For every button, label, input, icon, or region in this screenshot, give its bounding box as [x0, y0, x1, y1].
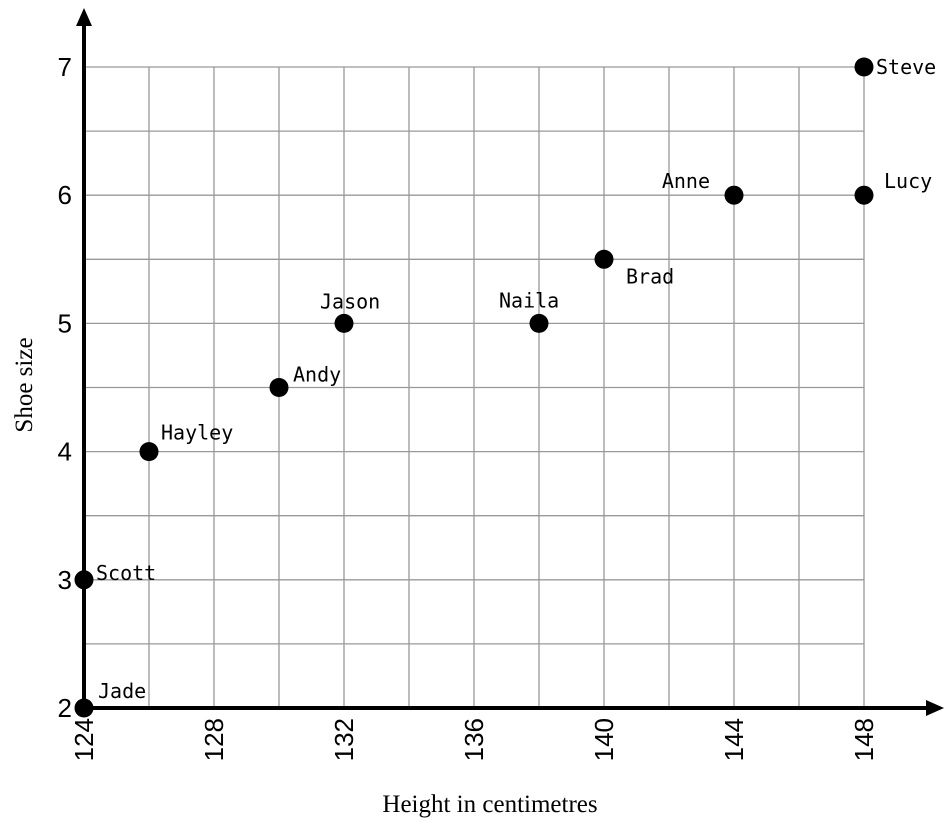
- x-tick-label: 128: [199, 718, 229, 761]
- x-tick-label: 140: [589, 718, 619, 761]
- point-label-anne: Anne: [662, 169, 710, 193]
- data-point-anne: [724, 185, 744, 205]
- point-label-scott: Scott: [96, 561, 156, 585]
- point-label-andy: Andy: [293, 363, 341, 387]
- axes: [76, 8, 944, 716]
- data-point-hayley: [139, 442, 159, 462]
- data-point-jason: [334, 313, 354, 333]
- data-point-steve: [854, 57, 874, 77]
- x-axis-arrow: [926, 700, 944, 716]
- x-tick-label: 136: [459, 718, 489, 761]
- x-tick-label: 144: [719, 718, 749, 761]
- point-label-lucy: Lucy: [884, 169, 932, 193]
- data-point-jade: [74, 698, 94, 718]
- point-label-jade: Jade: [98, 679, 146, 703]
- x-tick-label: 148: [849, 718, 879, 761]
- point-label-hayley: Hayley: [161, 421, 233, 445]
- y-tick-label: 5: [58, 308, 72, 338]
- data-point-naila: [529, 313, 549, 333]
- y-tick-label: 3: [58, 565, 72, 595]
- point-label-brad: Brad: [626, 264, 674, 288]
- y-axis-label: Shoe size: [11, 337, 38, 432]
- x-tick-label: 124: [69, 718, 99, 761]
- y-tick-label: 6: [58, 180, 72, 210]
- y-axis-arrow: [76, 8, 92, 26]
- data-point-andy: [269, 378, 289, 397]
- point-label-jason: Jason: [320, 289, 380, 313]
- y-tick-label: 2: [58, 693, 72, 723]
- point-label-steve: Steve: [876, 55, 936, 79]
- y-tick-label: 4: [58, 437, 72, 467]
- data-point-lucy: [854, 185, 874, 205]
- grid-lines: [83, 66, 865, 709]
- data-point-brad: [594, 249, 614, 269]
- data-points: [74, 57, 874, 718]
- x-tick-label: 132: [329, 718, 359, 761]
- y-tick-labels: 2 3 4 5 6 7: [58, 52, 72, 723]
- y-tick-label: 7: [58, 52, 72, 82]
- data-point-scott: [74, 570, 94, 590]
- point-labels: Jade Scott Hayley Andy Jason Naila Brad Anne Luc…: [96, 55, 936, 703]
- x-tick-labels: 124 128 132 136 140 144 148: [69, 718, 879, 761]
- x-axis-label: Height in centimetres: [382, 791, 597, 818]
- point-label-naila: Naila: [499, 288, 559, 312]
